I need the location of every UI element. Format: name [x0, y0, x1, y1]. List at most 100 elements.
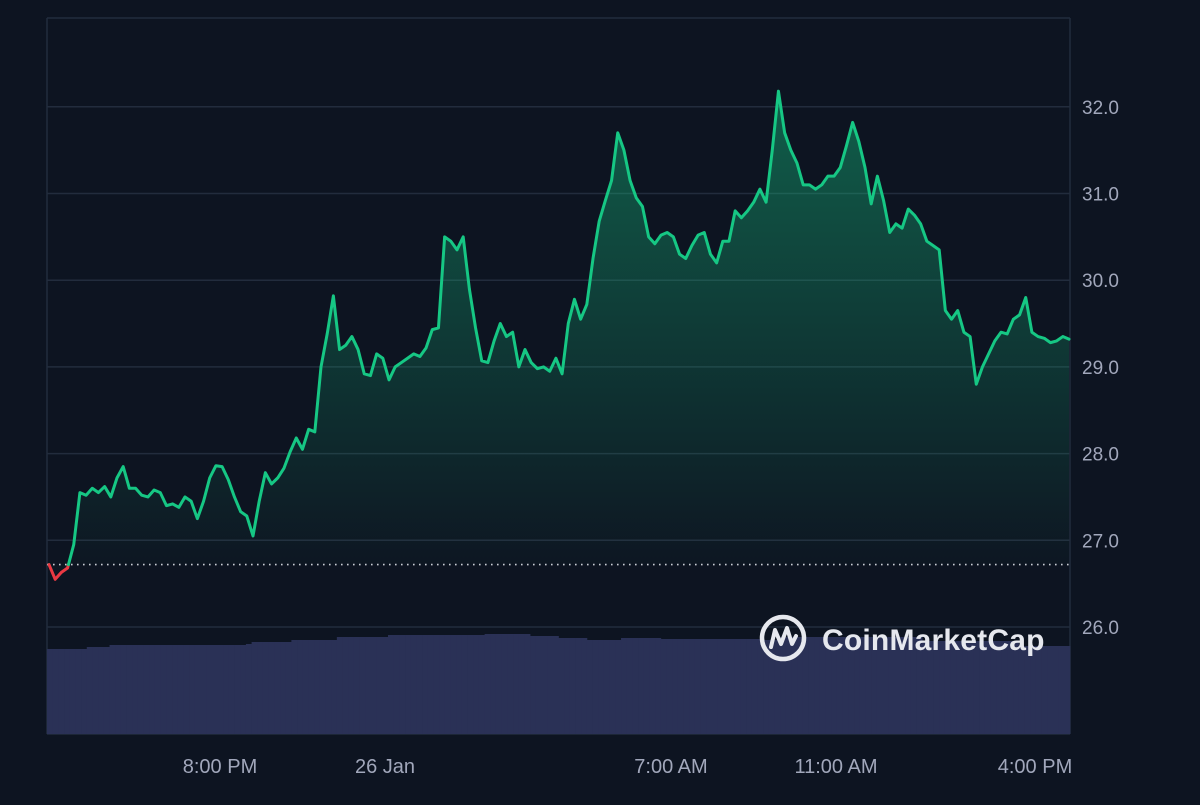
volume-bar — [370, 637, 377, 734]
y-tick-label: 30.0 — [1082, 271, 1119, 292]
volume-bar — [490, 634, 497, 734]
volume-bar — [319, 640, 326, 734]
volume-bar — [132, 645, 139, 734]
coinmarketcap-logo-icon — [759, 614, 807, 662]
volume-bar — [939, 641, 946, 734]
volume-bar — [166, 645, 173, 734]
volume-bar — [331, 640, 338, 734]
volume-bar — [899, 637, 906, 734]
volume-bar — [535, 636, 542, 734]
volume-bar — [64, 649, 71, 734]
volume-bar — [524, 634, 531, 734]
volume-bar — [103, 647, 110, 734]
price-area-fill — [49, 91, 1069, 580]
volume-bar — [586, 640, 593, 734]
volume-bar — [427, 635, 434, 734]
volume-bar — [683, 639, 690, 734]
volume-bar — [444, 635, 451, 734]
volume-bar — [149, 645, 156, 734]
volume-bar — [547, 636, 554, 734]
volume-bar — [825, 637, 832, 734]
volume-bar — [763, 640, 770, 734]
volume-bar — [217, 645, 224, 734]
volume-bar — [234, 645, 241, 734]
volume-bar — [92, 647, 99, 734]
volume-bar — [615, 640, 622, 734]
volume-bar — [757, 639, 764, 734]
volume-bar — [285, 642, 292, 734]
volume-bar — [836, 637, 844, 734]
volume-bar — [450, 635, 457, 734]
volume-bar — [206, 645, 213, 734]
volume-bar — [871, 637, 878, 734]
volume-bar — [785, 637, 792, 734]
volume-bar — [814, 637, 821, 734]
volume-bar — [927, 641, 934, 734]
volume-bar — [433, 635, 440, 734]
volume-bar — [530, 636, 537, 734]
volume-bar — [109, 645, 116, 734]
volume-bar — [962, 641, 969, 734]
volume-bar — [393, 635, 400, 734]
volume-bar — [1007, 641, 1014, 734]
volume-bar — [325, 640, 332, 734]
volume-bar — [461, 635, 468, 734]
volume-bar — [194, 645, 201, 734]
volume-bar — [314, 640, 321, 734]
volume-bar — [495, 634, 503, 734]
volume-bar — [973, 641, 980, 734]
volume-bar — [257, 642, 264, 734]
volume-bar — [120, 645, 127, 734]
volume-bar — [297, 640, 304, 734]
volume-bar — [797, 637, 804, 734]
volume-bar — [98, 647, 105, 734]
volume-bar — [228, 645, 235, 734]
volume-bar — [143, 645, 150, 734]
volume-bar — [382, 637, 389, 734]
volume-bar — [990, 641, 997, 734]
volume-bar — [245, 644, 252, 734]
volume-bar — [581, 638, 588, 734]
volume-bar — [410, 635, 417, 734]
volume-bar — [75, 649, 82, 734]
volume-bar — [967, 641, 974, 734]
volume-bar — [211, 645, 218, 734]
volume-bar — [910, 637, 917, 734]
volume-bar — [598, 640, 605, 734]
volume-bar — [638, 638, 645, 734]
volume-bar — [751, 639, 758, 734]
volume-bar — [456, 635, 463, 734]
volume-bar — [240, 645, 247, 734]
volume-bar — [944, 641, 951, 734]
volume-bar — [416, 635, 423, 734]
volume-bar — [859, 637, 866, 734]
volume-bar — [308, 640, 315, 734]
volume-bar — [882, 637, 889, 734]
volume-bar — [86, 647, 93, 734]
volume-bar — [592, 640, 599, 734]
volume-bar — [348, 637, 355, 734]
volume-bar — [711, 639, 718, 734]
volume-bar — [1030, 646, 1037, 734]
volume-bar — [154, 645, 162, 734]
volume-bar — [621, 638, 628, 734]
volume-bar — [501, 634, 508, 734]
volume-bar — [672, 639, 679, 734]
volume-bar — [52, 649, 59, 734]
x-axis-ticks: 8:00 PM 26 Jan 7:00 AM 11:00 AM 4:00 PM — [183, 756, 1072, 778]
volume-bar — [81, 649, 88, 734]
volume-bar — [854, 637, 861, 734]
volume-bar — [1035, 646, 1042, 734]
volume-bar — [200, 645, 207, 734]
volume-bar — [262, 642, 269, 734]
volume-bar — [69, 649, 76, 734]
volume-bar — [172, 645, 179, 734]
volume-bar — [848, 637, 855, 734]
volume-bar — [473, 635, 480, 734]
price-area — [49, 91, 1069, 580]
volume-bar — [558, 638, 565, 734]
volume-bar — [365, 637, 372, 734]
volume-bar — [1058, 646, 1065, 734]
volume-bar — [842, 637, 849, 734]
volume-bar — [160, 645, 167, 734]
